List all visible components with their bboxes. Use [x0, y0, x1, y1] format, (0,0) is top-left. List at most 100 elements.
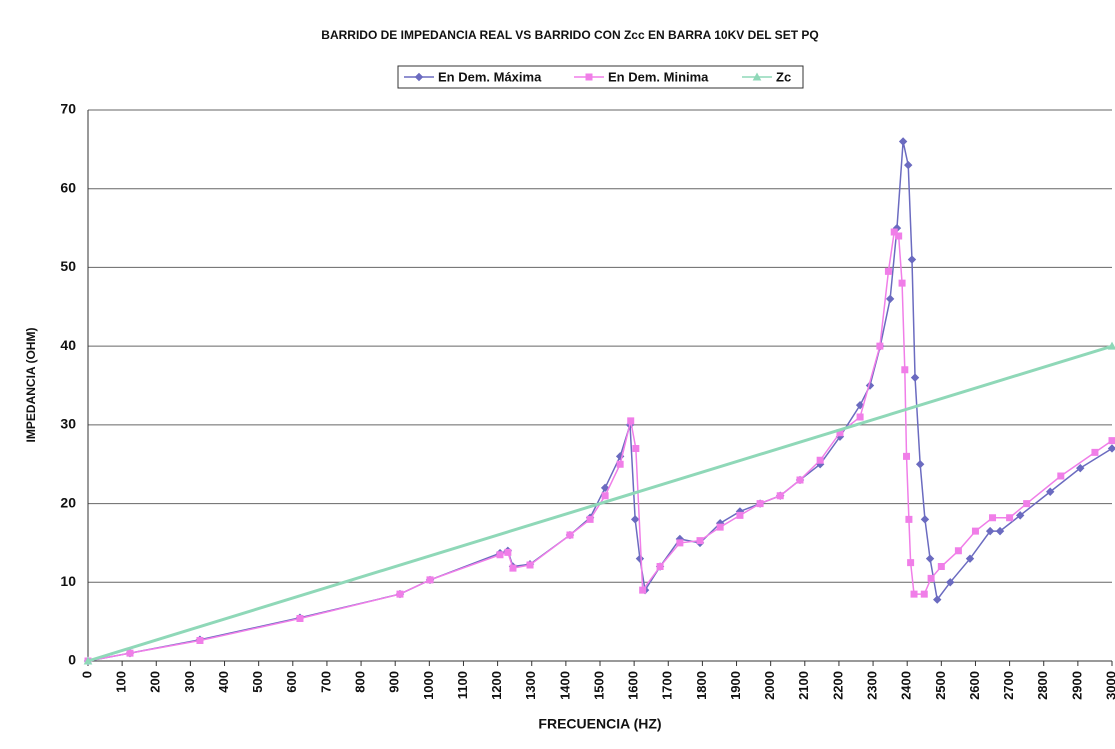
series-line	[87, 230, 1113, 662]
x-tick-label: 700	[318, 671, 333, 693]
x-tick-label: 900	[387, 671, 402, 693]
data-point	[632, 444, 640, 452]
data-point	[635, 554, 645, 563]
data-point	[627, 417, 635, 425]
x-tick-label: 1000	[421, 671, 436, 700]
series-line	[87, 344, 1113, 663]
data-point	[756, 500, 764, 508]
data-point	[656, 563, 664, 571]
x-tick-label: 1700	[660, 671, 675, 700]
data-point	[927, 574, 935, 582]
y-tick-label: 10	[60, 573, 76, 589]
data-point	[901, 366, 909, 374]
data-point	[616, 460, 624, 468]
x-tick-label: 1900	[728, 671, 743, 700]
data-point	[426, 576, 434, 584]
data-point	[898, 279, 906, 287]
data-point	[1091, 448, 1099, 456]
data-point	[989, 514, 997, 522]
data-point	[910, 590, 918, 598]
data-point	[716, 523, 724, 531]
data-point	[586, 515, 594, 523]
data-point	[898, 137, 908, 146]
data-point	[509, 564, 517, 572]
data-point	[985, 526, 995, 536]
x-axis-label: FRECUENCIA (HZ)	[538, 716, 661, 732]
data-point	[895, 232, 903, 240]
data-point	[954, 547, 962, 555]
x-tick-label: 800	[353, 671, 368, 693]
y-tick-label: 60	[60, 179, 76, 195]
legend-label: Zc	[776, 69, 791, 84]
data-point	[600, 483, 610, 493]
data-point	[1107, 341, 1115, 350]
data-point	[526, 561, 534, 569]
data-point	[905, 515, 913, 523]
x-tick-label: 300	[182, 671, 197, 693]
x-tick-label: 0	[79, 671, 94, 678]
data-point	[1107, 444, 1115, 453]
data-point	[630, 515, 640, 524]
data-point	[965, 554, 975, 563]
data-point	[925, 554, 935, 563]
data-point	[946, 578, 955, 587]
data-point	[1046, 487, 1055, 496]
x-tick-label: 2400	[899, 671, 914, 700]
data-point	[937, 563, 945, 571]
data-point	[816, 456, 824, 464]
data-point	[856, 413, 864, 421]
legend-marker	[414, 72, 424, 82]
x-tick-label: 2700	[1001, 671, 1016, 700]
y-tick-label: 50	[60, 258, 76, 274]
data-point	[1023, 500, 1031, 508]
x-tick-label: 2500	[933, 671, 948, 700]
x-tick-label: 1600	[626, 671, 641, 700]
data-point	[83, 656, 93, 665]
data-point	[933, 595, 942, 604]
data-point	[1108, 437, 1115, 445]
data-point	[126, 649, 134, 657]
data-point	[1057, 472, 1065, 480]
x-tick-label: 1100	[455, 671, 470, 699]
x-tick-label: 400	[216, 671, 231, 693]
series-line	[87, 141, 1113, 662]
data-point	[196, 637, 204, 645]
x-tick-label: 2200	[830, 671, 845, 700]
data-point	[920, 515, 930, 524]
x-tick-label: 1300	[523, 671, 538, 700]
data-point	[504, 548, 512, 556]
data-point	[907, 559, 915, 567]
data-point	[904, 160, 913, 170]
data-point	[396, 590, 404, 598]
data-point	[910, 373, 920, 382]
data-point	[920, 590, 928, 598]
x-tick-label: 1400	[557, 671, 572, 700]
x-tick-label: 1200	[489, 671, 504, 700]
legend-marker	[585, 73, 593, 81]
y-tick-label: 30	[60, 416, 76, 432]
legend-label: En Dem. Minima	[608, 69, 709, 84]
x-tick-label: 3000	[1103, 671, 1115, 700]
data-point	[1006, 514, 1014, 522]
data-point	[885, 294, 895, 304]
data-point	[971, 527, 979, 535]
x-tick-label: 1500	[591, 671, 606, 700]
y-tick-label: 20	[60, 494, 76, 510]
data-point	[907, 255, 917, 264]
data-point	[995, 526, 1005, 536]
x-tick-label: 600	[284, 671, 299, 693]
data-point	[1015, 511, 1025, 520]
x-tick-label: 2100	[796, 671, 811, 700]
y-tick-label: 0	[68, 652, 76, 668]
data-point	[903, 452, 911, 460]
x-tick-label: 2000	[762, 671, 777, 700]
data-point	[884, 267, 892, 275]
chart-title: BARRIDO DE IMPEDANCIA REAL VS BARRIDO CO…	[321, 28, 818, 42]
data-point	[1076, 463, 1085, 473]
data-point	[566, 531, 574, 539]
x-tick-label: 1800	[694, 671, 709, 700]
x-tick-label: 2900	[1069, 671, 1084, 700]
data-point	[496, 551, 504, 559]
x-tick-label: 2300	[865, 671, 880, 700]
data-point	[855, 400, 865, 410]
